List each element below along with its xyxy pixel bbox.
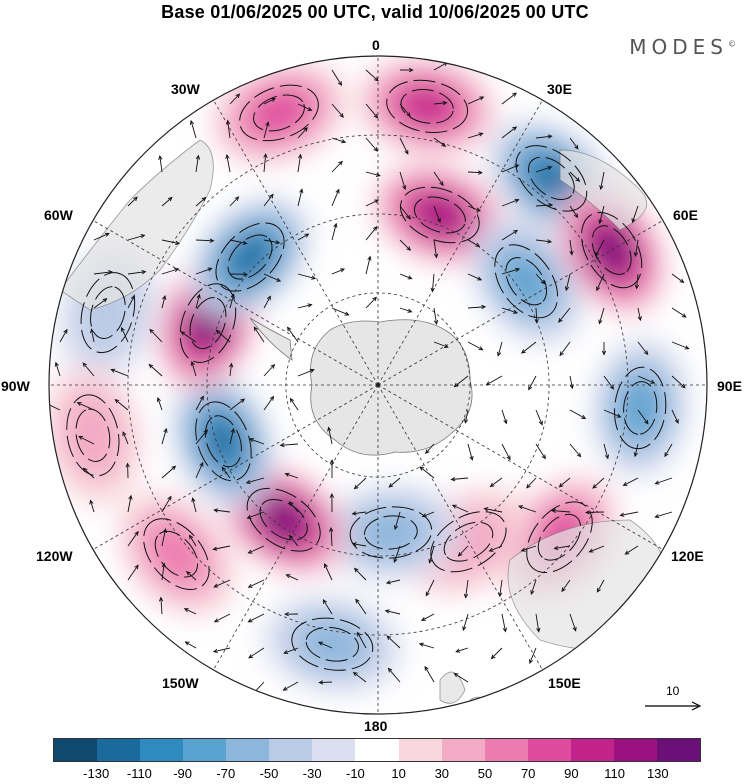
reference-vector [640,686,710,716]
lon-label-120e: 120E [671,548,704,564]
brand-name: MODES [629,35,728,59]
colorbar-bin [97,739,140,761]
colorbar-bin [657,739,700,761]
colorbar-tick-label: 50 [478,766,492,781]
lon-label-0: 0 [372,37,380,53]
colorbar-bin [140,739,183,761]
colorbar-tick-label: 110 [604,766,625,781]
map-title: Base 01/06/2025 00 UTC, valid 10/06/2025… [0,2,750,23]
lon-label-120w: 120W [36,548,73,564]
lon-label-60w: 60W [44,207,73,223]
lon-label-150w: 150W [162,675,199,691]
lon-label-90w: 90W [1,378,30,394]
colorbar-bin [183,739,226,761]
colorbar-tick-label: 70 [521,766,535,781]
brand-mark: © [728,39,736,48]
lon-label-30w: 30W [171,81,200,97]
lon-label-30e: 30E [547,81,572,97]
colorbar-bin [355,739,398,761]
colorbar-tick-label: 130 [647,766,669,781]
colorbar-bin [54,739,97,761]
colorbar-tick-label: 90 [564,766,578,781]
colorbar-tick-label: 30 [435,766,449,781]
south-pole-marker [376,383,380,387]
colorbar-bin [312,739,355,761]
colorbar-bin [269,739,312,761]
colorbar-tick-label: 10 [391,766,405,781]
colorbar-bin [614,739,657,761]
brand-logo: MODES© [629,35,736,59]
lon-label-60e: 60E [673,207,698,223]
lon-label-180: 180 [364,718,387,734]
colorbar-tick-label: -10 [346,766,365,781]
colorbar-tick-label: -30 [303,766,322,781]
lon-label-90e: 90E [717,378,742,394]
colorbar [53,738,701,762]
colorbar-tick-label: -70 [216,766,235,781]
lon-label-150e: 150E [548,675,581,691]
colorbar-tick-label: -130 [83,766,109,781]
colorbar-labels: -130 -110 -90 -70 -50 -30 -10 10 30 50 70 90 110 130 [0,766,750,784]
colorbar-bin [571,739,614,761]
colorbar-bin [528,739,571,761]
colorbar-bin [399,739,442,761]
colorbar-bin [485,739,528,761]
colorbar-bin [226,739,269,761]
colorbar-tick-label: -50 [260,766,279,781]
colorbar-tick-label: -110 [127,766,152,781]
colorbar-tick-label: -90 [173,766,192,781]
colorbar-bin [442,739,485,761]
